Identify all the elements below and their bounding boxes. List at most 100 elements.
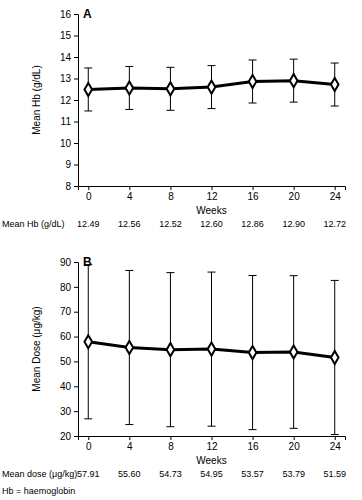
values-row-label: Mean dose (μg/kg) [2, 469, 77, 479]
x-tick-label: 8 [168, 191, 174, 202]
y-tick-label: 8 [65, 181, 71, 192]
x-tick-mark [212, 186, 213, 190]
error-cap [125, 424, 133, 425]
x-tick-mark [129, 186, 130, 190]
x-tick-label: 8 [168, 441, 174, 452]
y-tick: 16 [60, 9, 78, 20]
error-cap [125, 66, 133, 67]
values-row-value: 12.90 [282, 219, 305, 229]
error-cap [166, 426, 174, 427]
y-tick-label: 12 [60, 95, 72, 106]
error-cap [208, 426, 216, 427]
marker [249, 75, 257, 88]
x-axis-title: Weeks [196, 455, 226, 466]
marker [167, 343, 175, 356]
x-tick: 16 [248, 436, 260, 452]
y-tick: 11 [61, 116, 78, 127]
footnote: Hb = haemoglobin [2, 486, 75, 496]
error-cap [208, 272, 216, 273]
y-tick-mark [74, 14, 78, 15]
x-axis: 04812162024 [79, 436, 346, 452]
y-axis-line [74, 15, 79, 187]
x-tick-label: 12 [206, 441, 218, 452]
error-cap [249, 429, 257, 430]
y-tick-label: 70 [60, 306, 72, 317]
y-axis-line [74, 263, 79, 437]
marker [84, 83, 92, 96]
y-tick: 13 [60, 73, 78, 84]
values-row-value: 53.79 [282, 469, 305, 479]
x-tick: 0 [86, 436, 92, 452]
error-cap [208, 108, 216, 109]
error-cap [290, 275, 298, 276]
marker [126, 81, 134, 94]
x-tick-label: 24 [330, 441, 342, 452]
y-tick: 90 [60, 257, 78, 268]
y-tick-mark [74, 165, 78, 166]
y-tick-mark [74, 411, 78, 412]
marker [331, 351, 339, 364]
y-tick: 50 [60, 356, 78, 367]
panel: 203040506070809004812162024BWeeksMean Do… [2, 255, 346, 479]
plot-area [84, 265, 338, 435]
values-row-value: 12.56 [118, 219, 141, 229]
error-cap [84, 418, 92, 419]
y-tick-mark [74, 337, 78, 338]
error-cap [84, 110, 92, 111]
y-tick: 40 [60, 381, 78, 392]
figure: 891011121314151604812162024AWeeksMean Hb… [0, 0, 362, 500]
y-tick-mark [74, 57, 78, 58]
y-tick-mark [74, 186, 78, 187]
values-row-value: 51.59 [323, 469, 346, 479]
y-tick: 12 [60, 95, 78, 106]
x-tick-mark [88, 186, 89, 190]
error-cap [84, 264, 92, 265]
y-tick-label: 9 [65, 159, 71, 170]
error-cap [249, 103, 257, 104]
y-tick: 70 [60, 306, 78, 317]
error-cap [125, 270, 133, 271]
error-cap [290, 59, 298, 60]
x-tick-mark [88, 436, 89, 440]
x-tick: 24 [330, 436, 342, 452]
error-cap [166, 110, 174, 111]
marker [208, 81, 216, 94]
values-row-value: 53.57 [241, 469, 264, 479]
marker [208, 343, 216, 356]
marker [249, 346, 257, 359]
y-axis: 8910111213141516 [60, 9, 79, 192]
values-row-value: 12.49 [77, 219, 100, 229]
values-row-label: Mean Hb (g/dL) [2, 219, 65, 229]
y-tick-label: 50 [60, 356, 72, 367]
x-tick-mark [335, 436, 336, 440]
y-tick-mark [74, 79, 78, 80]
y-tick: 10 [60, 138, 78, 149]
y-tick-label: 20 [60, 431, 72, 442]
y-tick-mark [74, 287, 78, 288]
values-row-value: 54.95 [200, 469, 223, 479]
y-tick: 9 [65, 159, 78, 170]
y-tick-mark [74, 143, 78, 144]
y-tick: 80 [60, 282, 78, 293]
x-tick: 4 [127, 186, 133, 202]
marker [331, 78, 339, 91]
x-tick: 0 [86, 186, 92, 202]
x-axis-line [79, 187, 346, 191]
y-tick: 20 [60, 431, 78, 442]
y-tick-mark [74, 100, 78, 101]
x-tick-label: 0 [86, 191, 92, 202]
y-tick-mark [74, 436, 78, 437]
error-cap [331, 106, 339, 107]
x-tick: 20 [289, 436, 301, 452]
y-tick-label: 16 [60, 9, 72, 20]
error-cap [290, 102, 298, 103]
x-tick: 12 [206, 436, 218, 452]
error-cap [249, 60, 257, 61]
error-cap [249, 275, 257, 276]
error-cap [208, 65, 216, 66]
x-tick-label: 24 [330, 191, 342, 202]
values-row-value: 12.86 [241, 219, 264, 229]
x-tick-mark [335, 186, 336, 190]
y-tick-label: 60 [60, 331, 72, 342]
y-tick: 30 [60, 406, 78, 417]
